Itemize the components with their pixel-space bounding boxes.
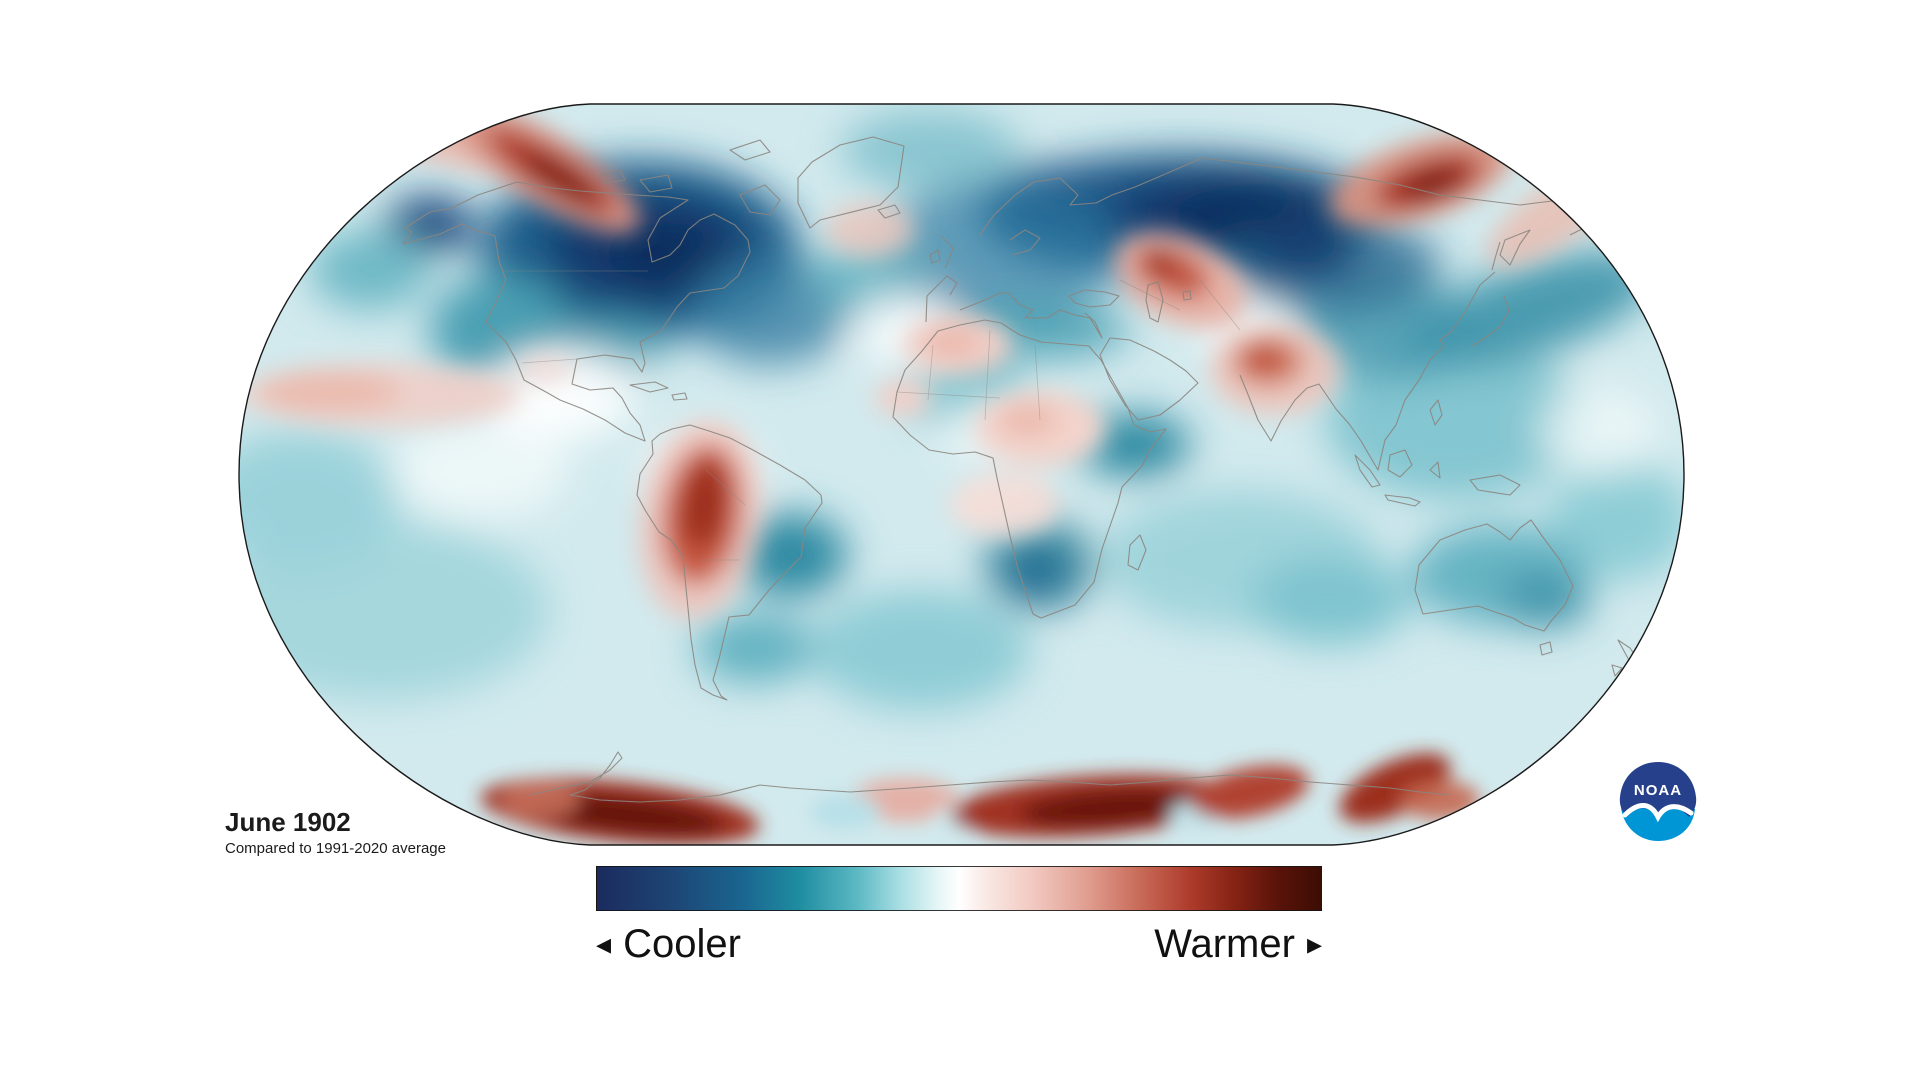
date-block: June 1902 Compared to 1991-2020 average xyxy=(225,808,446,857)
cooler-arrow-icon: ◂ xyxy=(596,927,612,961)
legend-warmer-group: Warmer ▸ xyxy=(1154,922,1322,967)
warmer-label: Warmer xyxy=(1154,922,1295,966)
date-subtitle: Compared to 1991-2020 average xyxy=(225,839,446,857)
coastlines xyxy=(402,136,1641,803)
noaa-gull-icon xyxy=(1622,803,1694,823)
noaa-logo: NOAA xyxy=(1615,757,1701,843)
country-borders xyxy=(505,270,1241,561)
noaa-logo-text: NOAA xyxy=(1634,782,1682,799)
map-outline xyxy=(238,103,1685,846)
warmer-arrow-icon: ▸ xyxy=(1306,927,1322,961)
legend-cooler-group: ◂ Cooler xyxy=(596,922,741,967)
legend: ◂ Cooler Warmer ▸ xyxy=(596,922,1322,967)
cooler-label: Cooler xyxy=(623,922,741,966)
date-label: June 1902 xyxy=(225,807,351,837)
antarctic-warm-layer xyxy=(480,753,1480,845)
color-bar xyxy=(596,866,1322,911)
